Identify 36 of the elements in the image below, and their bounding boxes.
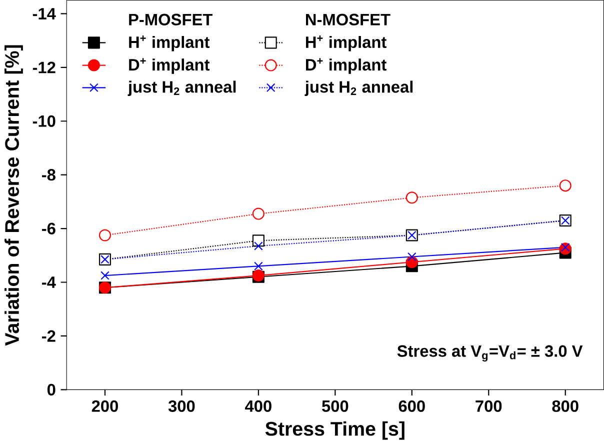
- y-tick-label: 0: [47, 384, 56, 396]
- point: [252, 234, 264, 247]
- x-tick-label: 500: [322, 400, 348, 412]
- point: [254, 262, 263, 270]
- y-tick-label: -10: [32, 115, 56, 127]
- legend-label: D$^{+}$ implant: [306, 58, 386, 74]
- x-axis-title: Stress Time [s]: [265, 421, 404, 440]
- point: [559, 179, 572, 192]
- x-tick-label: 800: [552, 400, 578, 412]
- y-tick-label: -6: [42, 222, 56, 234]
- legend-label: just H$_{2}$ anneal: [128, 80, 236, 96]
- point: [560, 242, 570, 252]
- point: [100, 271, 110, 280]
- point: [406, 192, 418, 204]
- point: [98, 229, 111, 242]
- legend-label: just H$_{2}$ anneal: [304, 80, 413, 96]
- x-tick-label: 600: [398, 400, 425, 412]
- x-tick-label: 300: [168, 400, 195, 412]
- x-tick-label: 700: [476, 400, 502, 412]
- legend-label: D$^{+}$ implant: [129, 58, 210, 74]
- y-tick-label: -4: [42, 276, 56, 288]
- legend-label: H$^{+}$ implant: [306, 35, 386, 52]
- x-tick-label: 200: [92, 400, 118, 412]
- point: [407, 252, 416, 262]
- point: [254, 241, 263, 250]
- x-tick-label: 400: [245, 400, 272, 412]
- y-tick-label: -14: [32, 8, 56, 20]
- legend-label: H$^{+}$ implant: [129, 35, 210, 52]
- annotation: N-MOSFET: [306, 14, 390, 26]
- point: [252, 208, 264, 220]
- y-tick-label: -2: [42, 330, 56, 342]
- y-axis-title: Variation of Reverse Current [%]: [4, 45, 23, 346]
- y-tick-label: -8: [42, 168, 56, 181]
- annotation: Stress at V$_{g}$=V$_{d}$= ± 3.0 V: [397, 345, 583, 362]
- annotation: P-MOSFET: [129, 14, 213, 26]
- y-tick-label: -12: [32, 62, 56, 74]
